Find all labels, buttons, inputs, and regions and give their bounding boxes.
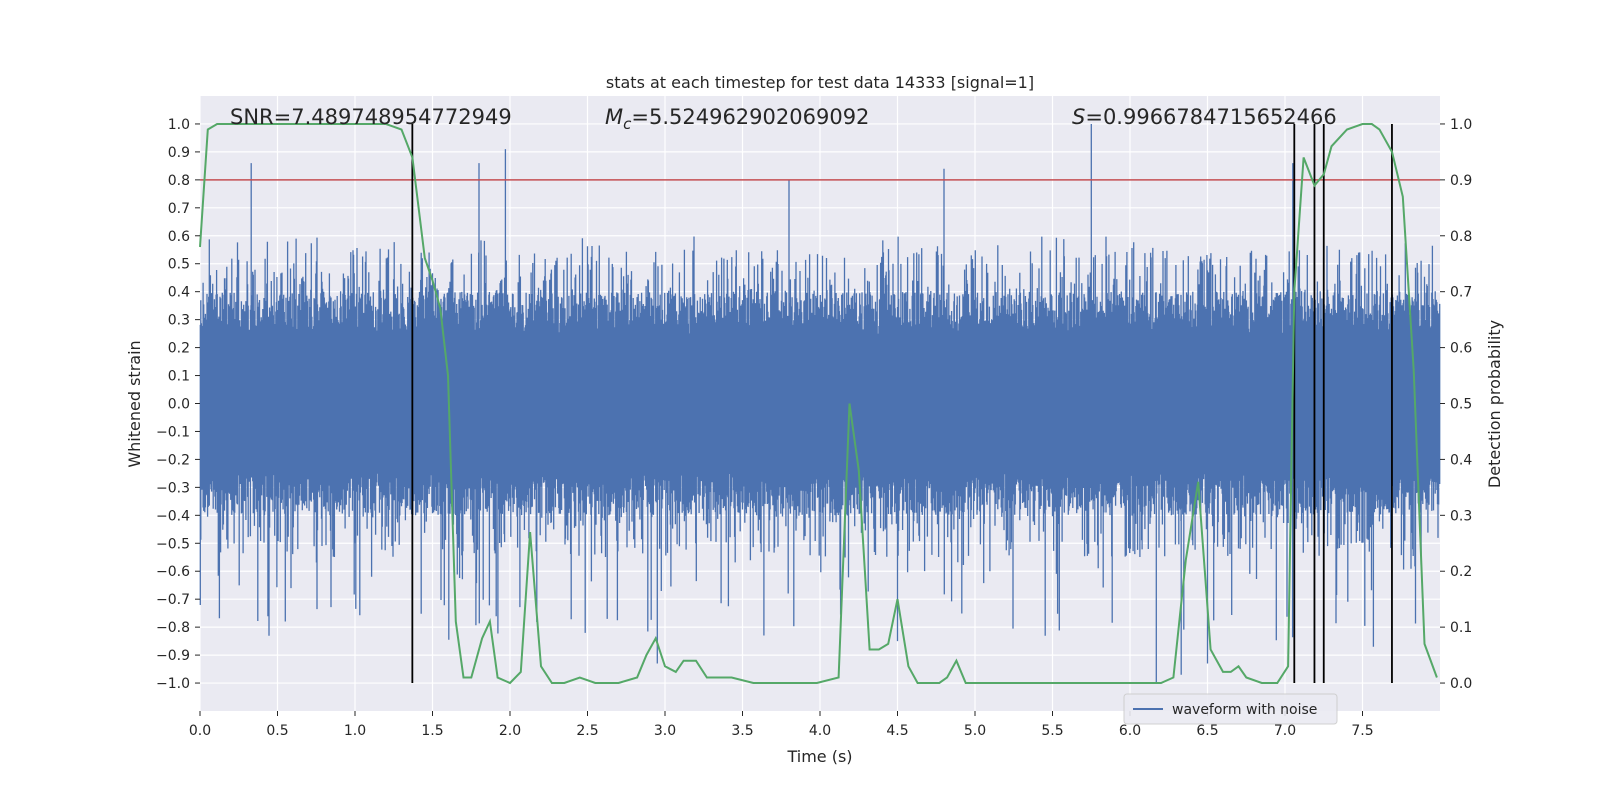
chirp-mass-annotation: Mc=5.524962902069092 <box>605 105 869 133</box>
y-tick-label: 0.0 <box>168 397 190 413</box>
y-tick-label: −0.5 <box>156 536 190 552</box>
x-tick-label: 7.5 <box>1351 723 1373 739</box>
y-tick-label: 0.5 <box>168 257 190 273</box>
y2-tick-label: 0.3 <box>1450 508 1472 524</box>
y-tick-label: 0.8 <box>168 173 190 189</box>
y2-tick-label: 1.0 <box>1450 117 1472 133</box>
waveform-samples <box>199 124 1441 683</box>
legend-box <box>1123 693 1338 725</box>
x-tick-label: 0.0 <box>189 723 211 739</box>
vertical-markers <box>411 123 1393 684</box>
score-value: =0.9966784715652466 <box>1085 105 1336 129</box>
y-tick-label: 1.0 <box>168 117 190 133</box>
x-tick-label: 5.0 <box>964 723 986 739</box>
x-tick-label: 2.5 <box>576 723 598 739</box>
y2-tick-label: 0.9 <box>1450 173 1472 189</box>
y-tick-label: 0.6 <box>168 229 190 245</box>
x-axis-ticks: 0.0 0.5 1.0 1.5 2.0 2.5 3.0 3.5 4.0 4.5 5.0 5.5 6.0 6… <box>189 711 1374 739</box>
chirp-mass-value: =5.524962902069092 <box>631 105 869 129</box>
score-annotation: S=0.9966784715652466 <box>1072 105 1337 129</box>
y-tick-label: −0.2 <box>156 452 190 468</box>
detection-probability-series <box>199 123 1438 685</box>
y-tick-label: 0.1 <box>168 369 190 385</box>
x-tick-label: 2.0 <box>499 723 521 739</box>
x-tick-label: 5.5 <box>1041 723 1063 739</box>
y-tick-label: 0.2 <box>168 341 190 357</box>
y2-tick-label: 0.8 <box>1450 229 1472 245</box>
y-tick-label: −0.1 <box>156 424 190 440</box>
y-tick-label: −0.8 <box>156 620 190 636</box>
x-tick-label: 7.0 <box>1274 723 1296 739</box>
x-tick-label: 4.5 <box>886 723 908 739</box>
x-tick-label: 4.0 <box>809 723 831 739</box>
y-tick-label: −0.7 <box>156 592 190 608</box>
y-tick-label: 0.4 <box>168 285 190 301</box>
x-axis-label: Time (s) <box>786 747 852 766</box>
y-tick-label: −0.9 <box>156 648 190 664</box>
y-tick-label: −1.0 <box>156 676 190 692</box>
y-tick-label: 0.9 <box>168 145 190 161</box>
chirp-mass-subscript: c <box>623 115 632 133</box>
x-tick-label: 0.5 <box>266 723 288 739</box>
y2-axis-label: Detection probability <box>1485 320 1504 488</box>
y2-tick-label: 0.2 <box>1450 564 1472 580</box>
x-tick-label: 3.0 <box>654 723 676 739</box>
detection-probability-line <box>199 123 1438 685</box>
y2-tick-label: 0.6 <box>1450 341 1472 357</box>
snr-annotation: SNR=7.489748954772949 <box>230 105 512 129</box>
y-tick-label: −0.3 <box>156 480 190 496</box>
x-tick-label: 6.5 <box>1196 723 1218 739</box>
y-axis-label: Whitened strain <box>125 340 144 467</box>
y2-axis-ticks: 0.0 0.1 0.2 0.3 0.4 0.5 0.6 0.7 0.8 0.9 1.0 <box>1440 117 1472 692</box>
y-tick-label: −0.6 <box>156 564 190 580</box>
x-tick-label: 1.0 <box>344 723 366 739</box>
chirp-mass-symbol: M <box>605 105 623 129</box>
waveform-with-noise <box>199 124 1441 683</box>
y2-tick-label: 0.0 <box>1450 676 1472 692</box>
y-tick-label: 0.7 <box>168 201 190 217</box>
y2-tick-label: 0.4 <box>1450 452 1472 468</box>
x-tick-label: 1.5 <box>421 723 443 739</box>
y-axis-ticks: −1.0 −0.9 −0.8 −0.7 −0.6 −0.5 −0.4 −0.3 −0.2 −0.1… <box>156 117 200 692</box>
chart-title: stats at each timestep for test data 143… <box>606 73 1034 92</box>
legend: waveform with noise <box>1123 693 1338 725</box>
score-symbol: S <box>1072 105 1085 129</box>
y-tick-label: 0.3 <box>168 313 190 329</box>
x-tick-label: 3.5 <box>731 723 753 739</box>
y2-tick-label: 0.1 <box>1450 620 1472 636</box>
legend-label: waveform with noise <box>1172 702 1317 718</box>
y2-tick-label: 0.5 <box>1450 397 1472 413</box>
y-tick-label: −0.4 <box>156 508 190 524</box>
x-tick-label: 6.0 <box>1119 723 1141 739</box>
y2-tick-label: 0.7 <box>1450 285 1472 301</box>
